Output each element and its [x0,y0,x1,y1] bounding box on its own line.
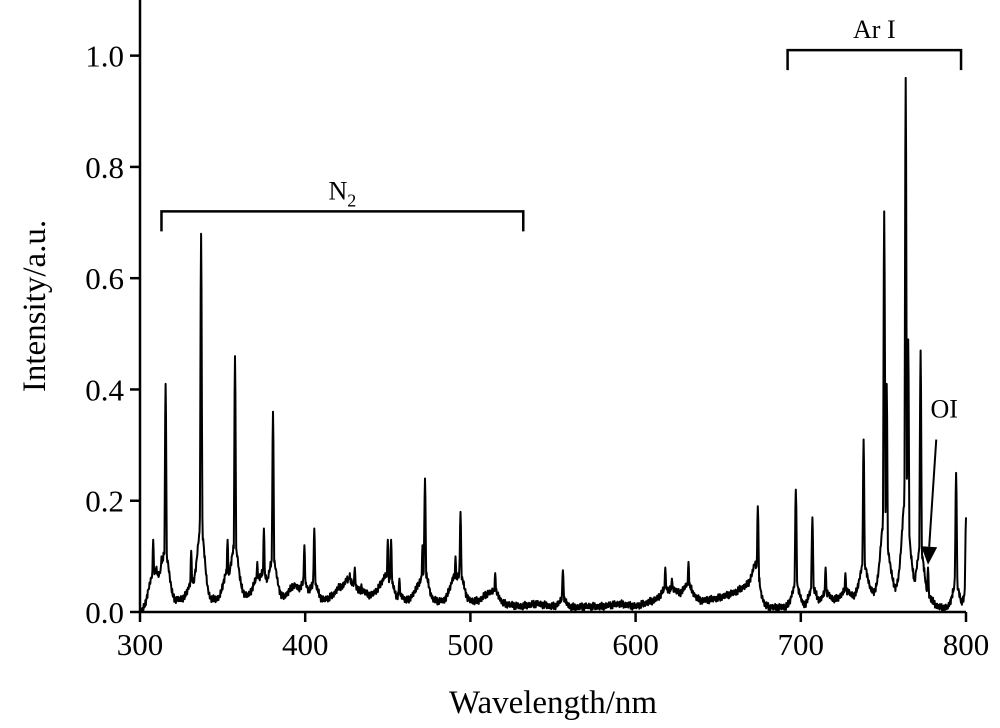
axes: 300 400 500 600 700 800 0.0 0.2 0.4 0.6 0.8 1.0 [85,0,989,662]
y-tick-label: 0.2 [85,484,124,519]
oi-arrow-line [928,439,938,547]
x-axis-title: Wavelength/nm [449,685,657,721]
y-tick-label: 1.0 [85,39,124,74]
x-tick-label: 600 [612,627,659,662]
oi-label: OI [931,395,958,424]
oi-arrow-head [921,546,938,565]
n2-region-bracket: N2 [160,176,525,232]
x-tick-label: 800 [943,627,990,662]
n2-label-main: N [328,176,347,205]
n2-label-subscript: 2 [347,190,356,210]
x-ticks: 300 400 500 600 700 800 [117,612,990,662]
y-tick-label: 0.8 [85,150,124,185]
x-tick-label: 500 [447,627,494,662]
x-tick-label: 300 [117,627,164,662]
spectrum-line [139,76,967,613]
ar-bracket-line [786,48,963,71]
oi-annotation: OI [921,395,958,565]
ar-region-bracket: Ar I [786,15,963,71]
y-tick-label: 0.6 [85,261,124,296]
n2-label: N2 [328,176,356,210]
plot-area [139,76,967,613]
n2-bracket-line [160,210,525,232]
y-tick-label: 0.0 [85,595,124,630]
ar-label: Ar I [853,15,896,44]
x-tick-label: 700 [778,627,825,662]
y-axis-title: Intensity/a.u. [17,220,53,392]
y-ticks: 0.0 0.2 0.4 0.6 0.8 1.0 [85,39,140,630]
x-tick-label: 400 [282,627,329,662]
y-tick-label: 0.4 [85,372,124,407]
